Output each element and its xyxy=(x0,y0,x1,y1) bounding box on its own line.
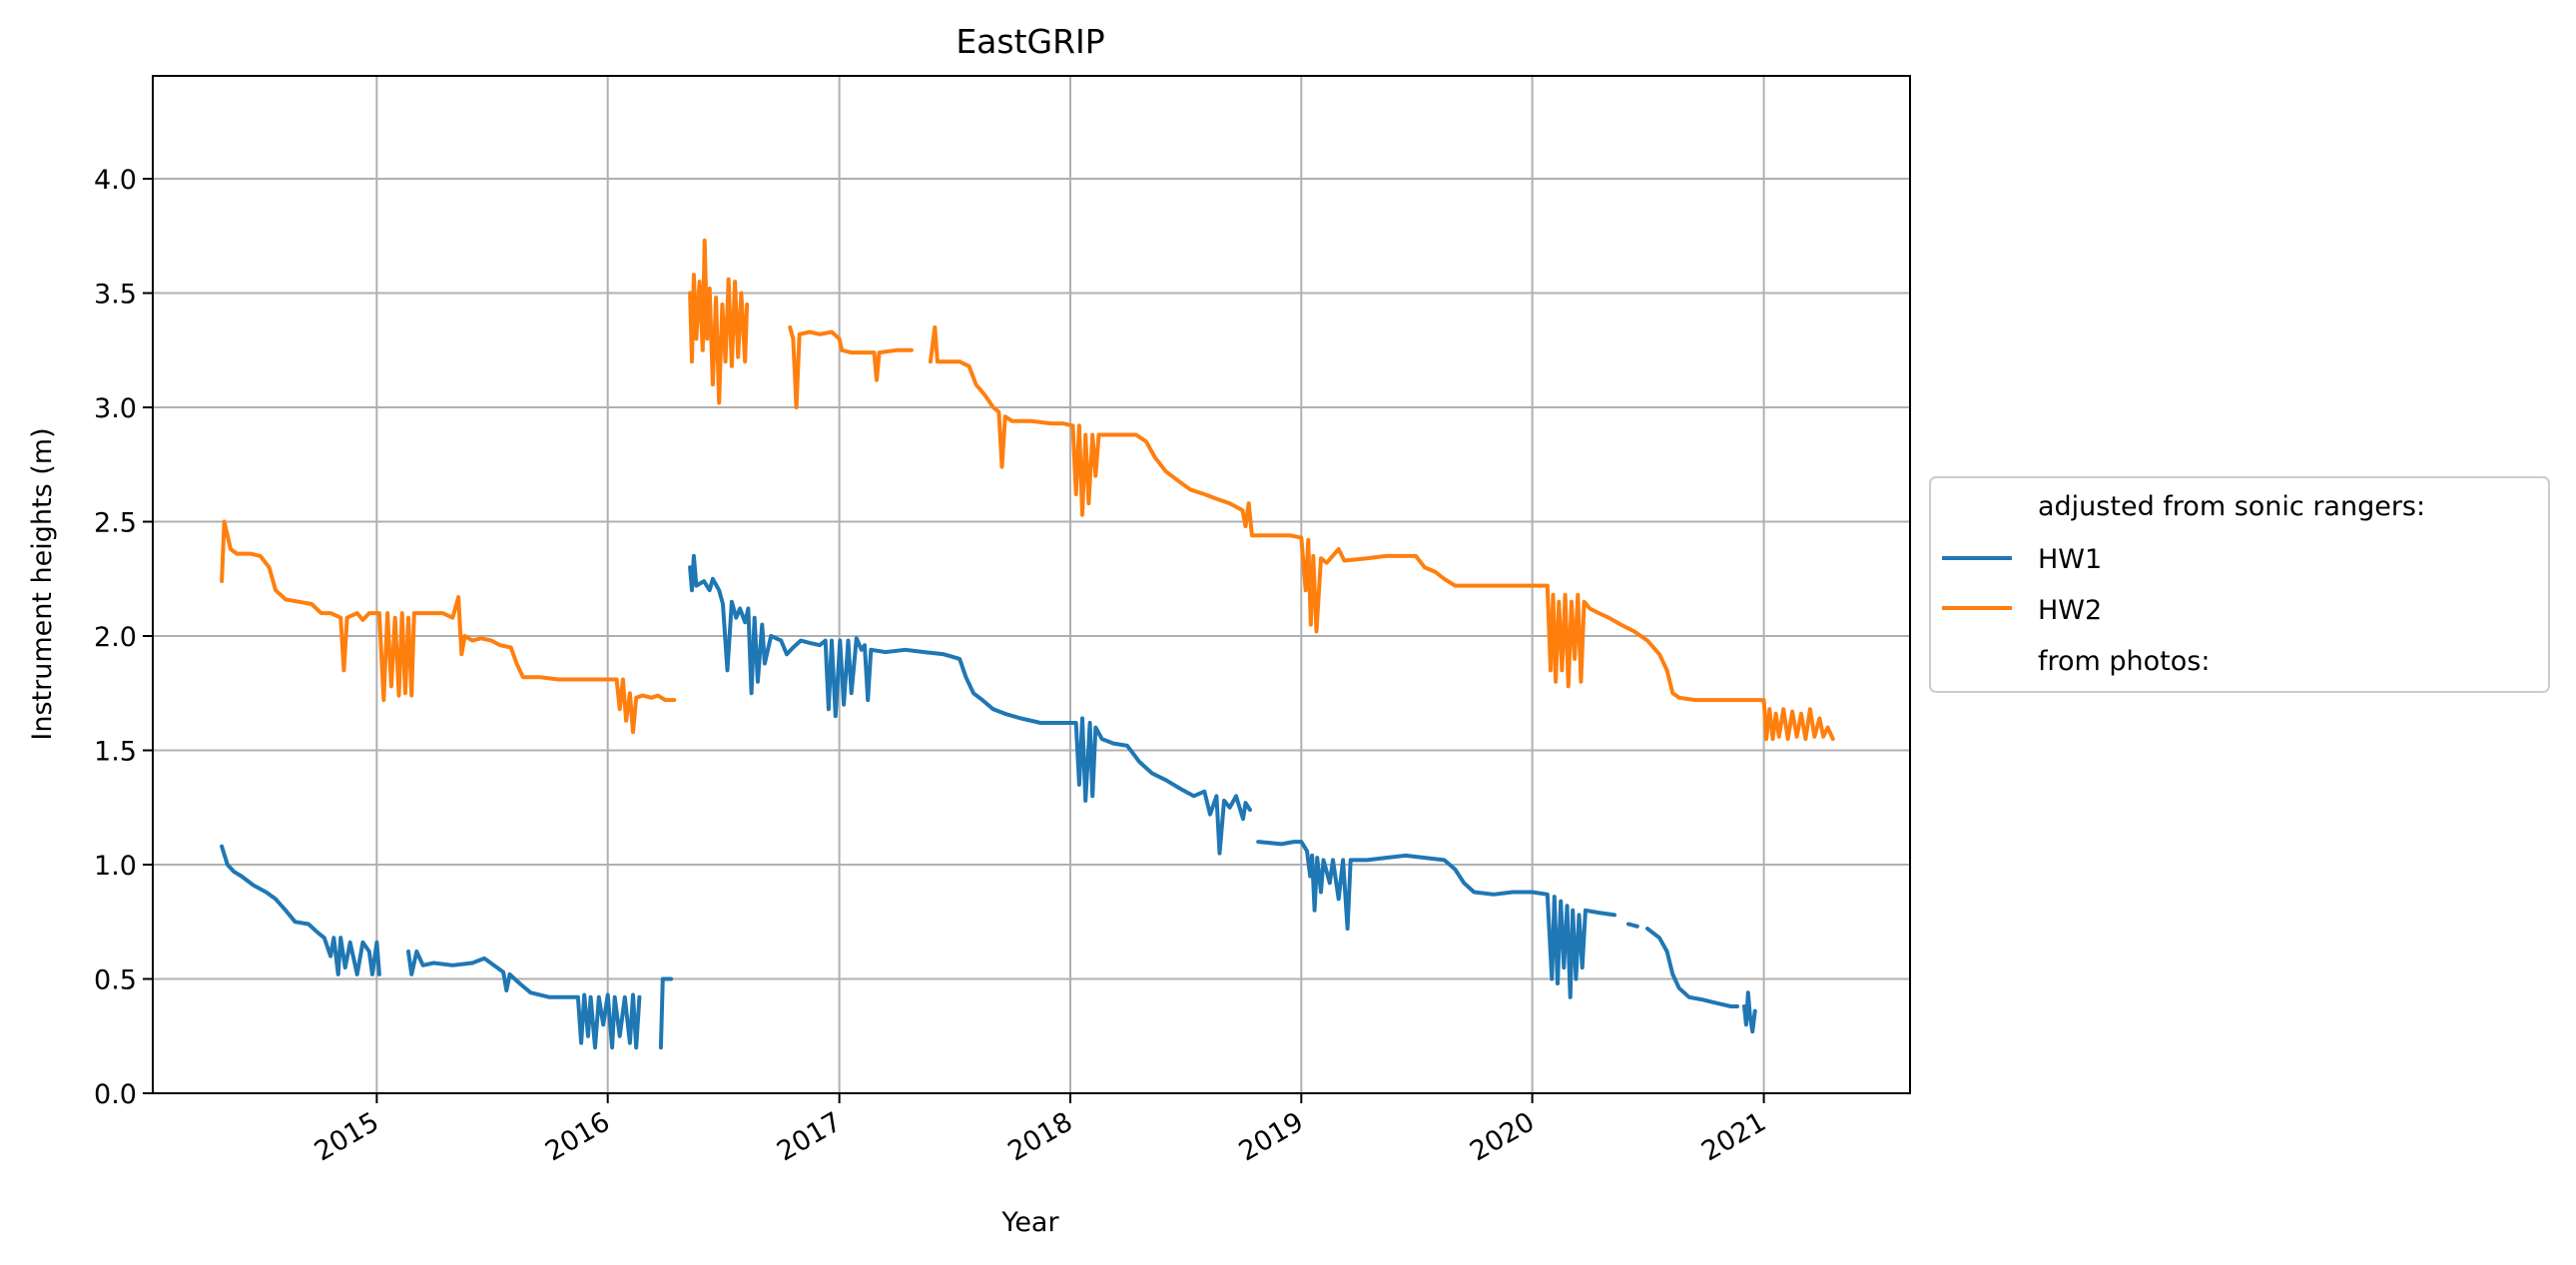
series-line-hw1 xyxy=(1626,922,1639,929)
legend-label-hw1: HW1 xyxy=(2038,544,2102,575)
y-tick-label: 0.0 xyxy=(94,1079,137,1110)
series-line-hw1 xyxy=(1256,840,1616,999)
x-axis-label: Year xyxy=(1000,1207,1059,1238)
legend-box xyxy=(1929,476,2550,693)
series-line-hw2 xyxy=(688,238,750,405)
series-line-hw2 xyxy=(928,324,1835,742)
series-hw2 xyxy=(220,238,1835,742)
y-axis-ticks: 0.0 0.5 1.0 1.5 2.0 2.5 3.0 3.5 4.0 xyxy=(94,165,153,1110)
series-line-hw1 xyxy=(1645,927,1739,1008)
legend-header-sonic: adjusted from sonic rangers: xyxy=(2038,491,2425,522)
y-tick-label: 4.0 xyxy=(94,165,137,196)
series-line-hw1 xyxy=(688,553,1252,856)
series-line-hw1 xyxy=(406,949,642,1050)
y-tick-label: 1.5 xyxy=(94,737,137,768)
series-line-hw1 xyxy=(1742,990,1757,1034)
y-tick-label: 1.0 xyxy=(94,851,137,882)
y-tick-label: 3.5 xyxy=(94,280,137,311)
series-layer xyxy=(220,238,1835,1050)
legend-header-photos: from photos: xyxy=(2038,646,2210,677)
y-tick-label: 3.0 xyxy=(94,393,137,424)
y-tick-label: 2.5 xyxy=(94,508,137,539)
plot-frame xyxy=(152,75,1911,1094)
series-line-hw1 xyxy=(220,844,381,976)
series-line-hw2 xyxy=(220,519,677,735)
y-tick-label: 0.5 xyxy=(94,965,137,996)
series-line-hw1 xyxy=(658,976,674,1050)
y-axis-label: Instrument heights (m) xyxy=(27,427,58,740)
series-line-hw2 xyxy=(788,324,914,409)
y-tick-label: 2.0 xyxy=(94,622,137,653)
series-hw1 xyxy=(220,553,1757,1050)
legend: adjusted from sonic rangers: HW1 HW2 fro… xyxy=(1929,476,2550,693)
legend-label-hw2: HW2 xyxy=(2038,595,2102,626)
chart-title: EastGRIP xyxy=(956,22,1104,61)
